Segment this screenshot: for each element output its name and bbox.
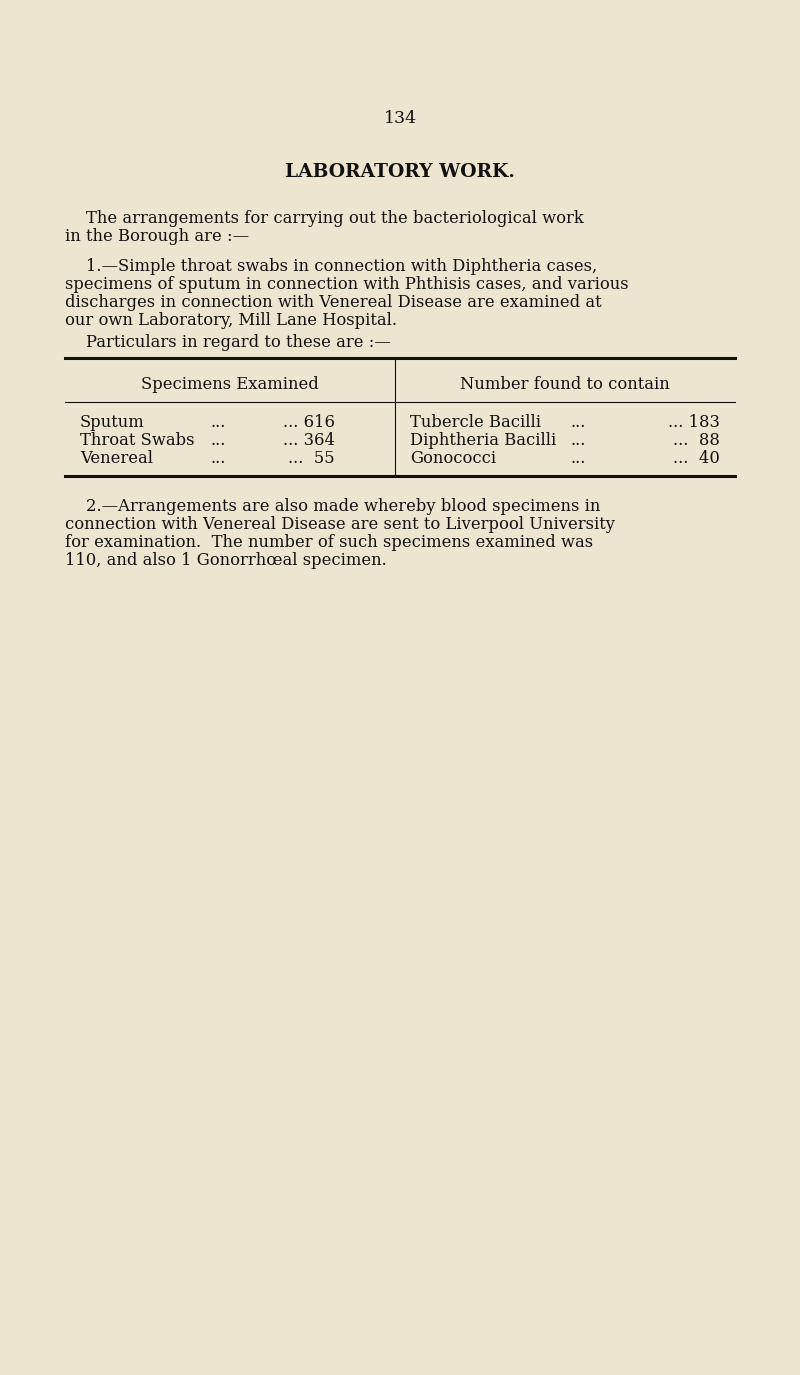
Text: LABORATORY WORK.: LABORATORY WORK.: [285, 164, 515, 182]
Text: ...: ...: [570, 450, 586, 466]
Text: ...  40: ... 40: [673, 450, 720, 466]
Text: Number found to contain: Number found to contain: [460, 375, 670, 392]
Text: specimens of sputum in connection with Phthisis cases, and various: specimens of sputum in connection with P…: [65, 276, 629, 293]
Text: Diphtheria Bacilli: Diphtheria Bacilli: [410, 432, 556, 448]
Text: Sputum: Sputum: [80, 414, 145, 430]
Text: Throat Swabs: Throat Swabs: [80, 432, 194, 448]
Text: ...  88: ... 88: [673, 432, 720, 448]
Text: in the Borough are :—: in the Borough are :—: [65, 228, 249, 245]
Text: 110, and also 1 Gonorrhœal specimen.: 110, and also 1 Gonorrhœal specimen.: [65, 551, 386, 569]
Text: 134: 134: [383, 110, 417, 126]
Text: connection with Venereal Disease are sent to Liverpool University: connection with Venereal Disease are sen…: [65, 516, 615, 534]
Text: ... 616: ... 616: [283, 414, 335, 430]
Text: ...: ...: [570, 414, 586, 430]
Text: our own Laboratory, Mill Lane Hospital.: our own Laboratory, Mill Lane Hospital.: [65, 312, 397, 329]
Text: 1.—Simple throat swabs in connection with Diphtheria cases,: 1.—Simple throat swabs in connection wit…: [65, 258, 597, 275]
Text: ...: ...: [210, 450, 226, 466]
Text: The arrangements for carrying out the bacteriological work: The arrangements for carrying out the ba…: [65, 210, 584, 227]
Text: Particulars in regard to these are :—: Particulars in regard to these are :—: [65, 334, 391, 351]
Text: Venereal: Venereal: [80, 450, 153, 466]
Text: Specimens Examined: Specimens Examined: [141, 375, 319, 392]
Text: ...: ...: [210, 414, 226, 430]
Text: ...: ...: [570, 432, 586, 448]
Text: Tubercle Bacilli: Tubercle Bacilli: [410, 414, 541, 430]
Text: ...  55: ... 55: [288, 450, 335, 466]
Text: discharges in connection with Venereal Disease are examined at: discharges in connection with Venereal D…: [65, 294, 602, 311]
Text: 2.—Arrangements are also made whereby blood specimens in: 2.—Arrangements are also made whereby bl…: [65, 498, 600, 516]
Text: for examination.  The number of such specimens examined was: for examination. The number of such spec…: [65, 534, 593, 551]
Text: Gonococci: Gonococci: [410, 450, 496, 466]
Text: ... 183: ... 183: [668, 414, 720, 430]
Text: ...: ...: [210, 432, 226, 448]
Text: ... 364: ... 364: [283, 432, 335, 448]
